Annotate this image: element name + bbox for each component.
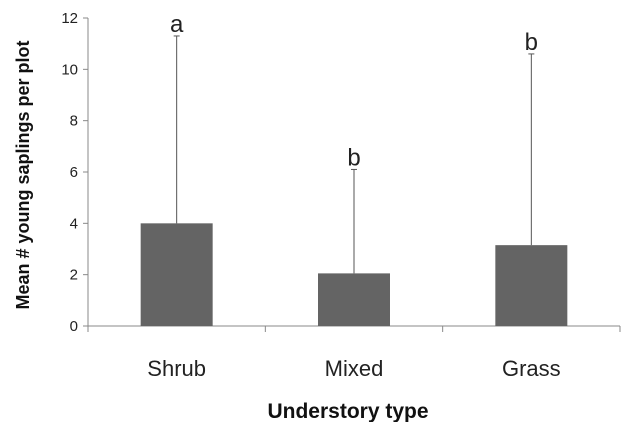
y-ticks: 0 2 4 6 8 10 12: [61, 10, 88, 335]
y-tick-label: 4: [70, 215, 78, 232]
category-label: Mixed: [325, 356, 384, 381]
significance-label: a: [170, 11, 184, 38]
y-tick-label: 0: [70, 318, 78, 335]
bar-grass: [495, 245, 568, 326]
significance-label: b: [347, 144, 360, 171]
y-tick-label: 2: [70, 267, 78, 284]
bar-shrub: [140, 223, 213, 326]
category-label: Shrub: [147, 356, 206, 381]
x-axis-title: Understory type: [267, 400, 428, 422]
category-label: Grass: [502, 356, 561, 381]
x-categories: Shrub Mixed Grass: [147, 356, 560, 381]
significance-label: b: [525, 29, 538, 56]
bars: [140, 223, 568, 326]
bar-mixed: [318, 273, 390, 326]
significance-labels: a b b: [170, 11, 538, 171]
y-axis-title: Mean # young saplings per plot: [13, 40, 33, 309]
y-tick-label: 6: [70, 164, 78, 181]
error-bars: [173, 35, 535, 274]
y-tick-label: 12: [61, 10, 78, 27]
y-tick-label: 8: [70, 113, 78, 130]
y-tick-label: 10: [61, 61, 78, 78]
